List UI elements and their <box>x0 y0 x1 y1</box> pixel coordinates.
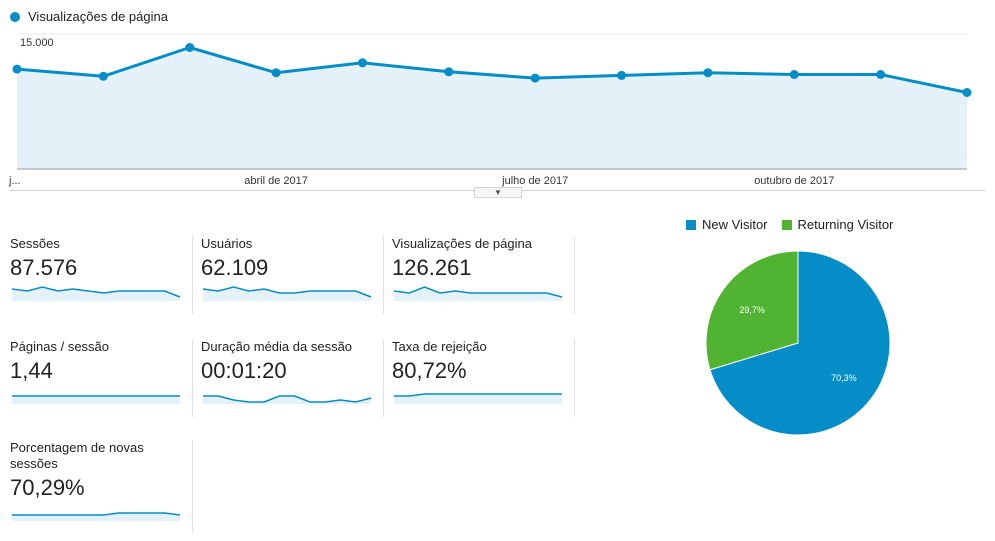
sparkline-line <box>203 395 372 403</box>
pie-legend-item-new[interactable]: New Visitor <box>686 217 768 232</box>
metric-label: Duração média da sessão <box>201 339 353 354</box>
metric-value: 70,29% <box>10 475 85 500</box>
line-chart-legend-label: Visualizações de página <box>28 9 168 24</box>
series-line <box>16 46 968 94</box>
sparkline-line <box>202 286 372 298</box>
metric-value: 00:01:20 <box>201 358 287 383</box>
pie-legend-label: Returning Visitor <box>797 217 894 232</box>
metric-value: 62.109 <box>201 255 269 280</box>
sparkline-area <box>12 396 180 404</box>
sparkline-line <box>11 286 181 298</box>
data-point[interactable] <box>185 43 195 52</box>
data-point[interactable] <box>876 70 886 79</box>
sparkline-line <box>393 286 563 298</box>
data-point[interactable] <box>617 70 627 80</box>
visitor-type-pie-chart: 70,3% 29,7% <box>705 250 891 436</box>
sparkline <box>202 286 372 301</box>
metric-label: Sessões <box>10 236 60 251</box>
metric-tile-usuarios[interactable]: Usuários 62.109 <box>201 236 384 314</box>
sparkline-area <box>12 513 180 521</box>
sparkline <box>203 395 372 404</box>
pie-slice[interactable] <box>709 250 891 436</box>
metric-tile-novas-sessoes[interactable]: Porcentagem de novas sessões 70,29% <box>10 440 193 532</box>
metric-label: Porcentagem de novas sessões <box>10 440 144 471</box>
metric-tile-sessoes[interactable]: Sessões 87.576 <box>10 236 193 314</box>
line-chart-legend: Visualizações de página <box>10 9 168 24</box>
metric-label: Páginas / sessão <box>10 339 110 354</box>
sparkline-line <box>12 512 181 516</box>
metric-value: 126.261 <box>392 255 472 280</box>
pie-slice-label: 29,7% <box>739 305 765 315</box>
x-tick-label: julho de 2017 <box>501 175 568 187</box>
series-area <box>17 47 967 169</box>
metric-tile-paginas-sessao[interactable]: Páginas / sessão 1,44 <box>10 339 193 417</box>
data-point[interactable] <box>703 68 713 78</box>
pie-legend-label: New Visitor <box>702 217 768 232</box>
sparkline-area <box>394 394 562 404</box>
y-tick-label: 15.000 <box>20 37 54 49</box>
data-point[interactable] <box>444 67 454 77</box>
metric-tile-duracao[interactable]: Duração média da sessão 00:01:20 <box>201 339 384 417</box>
sparkline-area <box>394 287 562 301</box>
data-point[interactable] <box>12 64 22 74</box>
x-tick-label: abril de 2017 <box>244 175 308 187</box>
chart-resize-handle[interactable]: ▼ <box>474 187 522 198</box>
sparkline <box>394 393 562 404</box>
legend-swatch-icon <box>781 219 792 230</box>
data-point[interactable] <box>357 58 367 68</box>
data-point[interactable] <box>98 71 108 81</box>
series-dot-icon <box>10 11 20 22</box>
metric-label: Usuários <box>201 236 253 251</box>
x-tick-label: outubro de 2017 <box>754 175 834 187</box>
metric-label: Taxa de rejeição <box>392 339 487 354</box>
sparkline <box>11 286 181 301</box>
pie-legend-item-returning[interactable]: Returning Visitor <box>781 217 894 232</box>
metric-value: 1,44 <box>10 358 53 383</box>
x-tick-label: j... <box>8 175 21 187</box>
pie-slice[interactable] <box>705 250 799 371</box>
data-point[interactable] <box>530 73 540 83</box>
chevron-down-icon: ▼ <box>494 188 502 197</box>
sparkline <box>393 286 563 301</box>
pie-slice-label: 70,3% <box>831 373 857 383</box>
metric-label: Visualizações de página <box>392 236 532 251</box>
sparkline <box>12 512 181 521</box>
data-point[interactable] <box>271 68 281 78</box>
legend-swatch-icon <box>686 219 696 230</box>
metric-value: 87.576 <box>10 255 78 280</box>
data-point[interactable] <box>789 70 799 79</box>
data-point[interactable] <box>962 88 972 97</box>
sparkline-line <box>394 393 562 397</box>
metric-tile-taxa-rejeicao[interactable]: Taxa de rejeição 80,72% <box>392 339 575 417</box>
sparkline <box>12 395 180 404</box>
metric-tile-visualizacoes[interactable]: Visualizações de página 126.261 <box>392 236 575 314</box>
pie-legend: New Visitor Returning Visitor <box>686 217 907 232</box>
metric-value: 80,72% <box>392 358 467 383</box>
